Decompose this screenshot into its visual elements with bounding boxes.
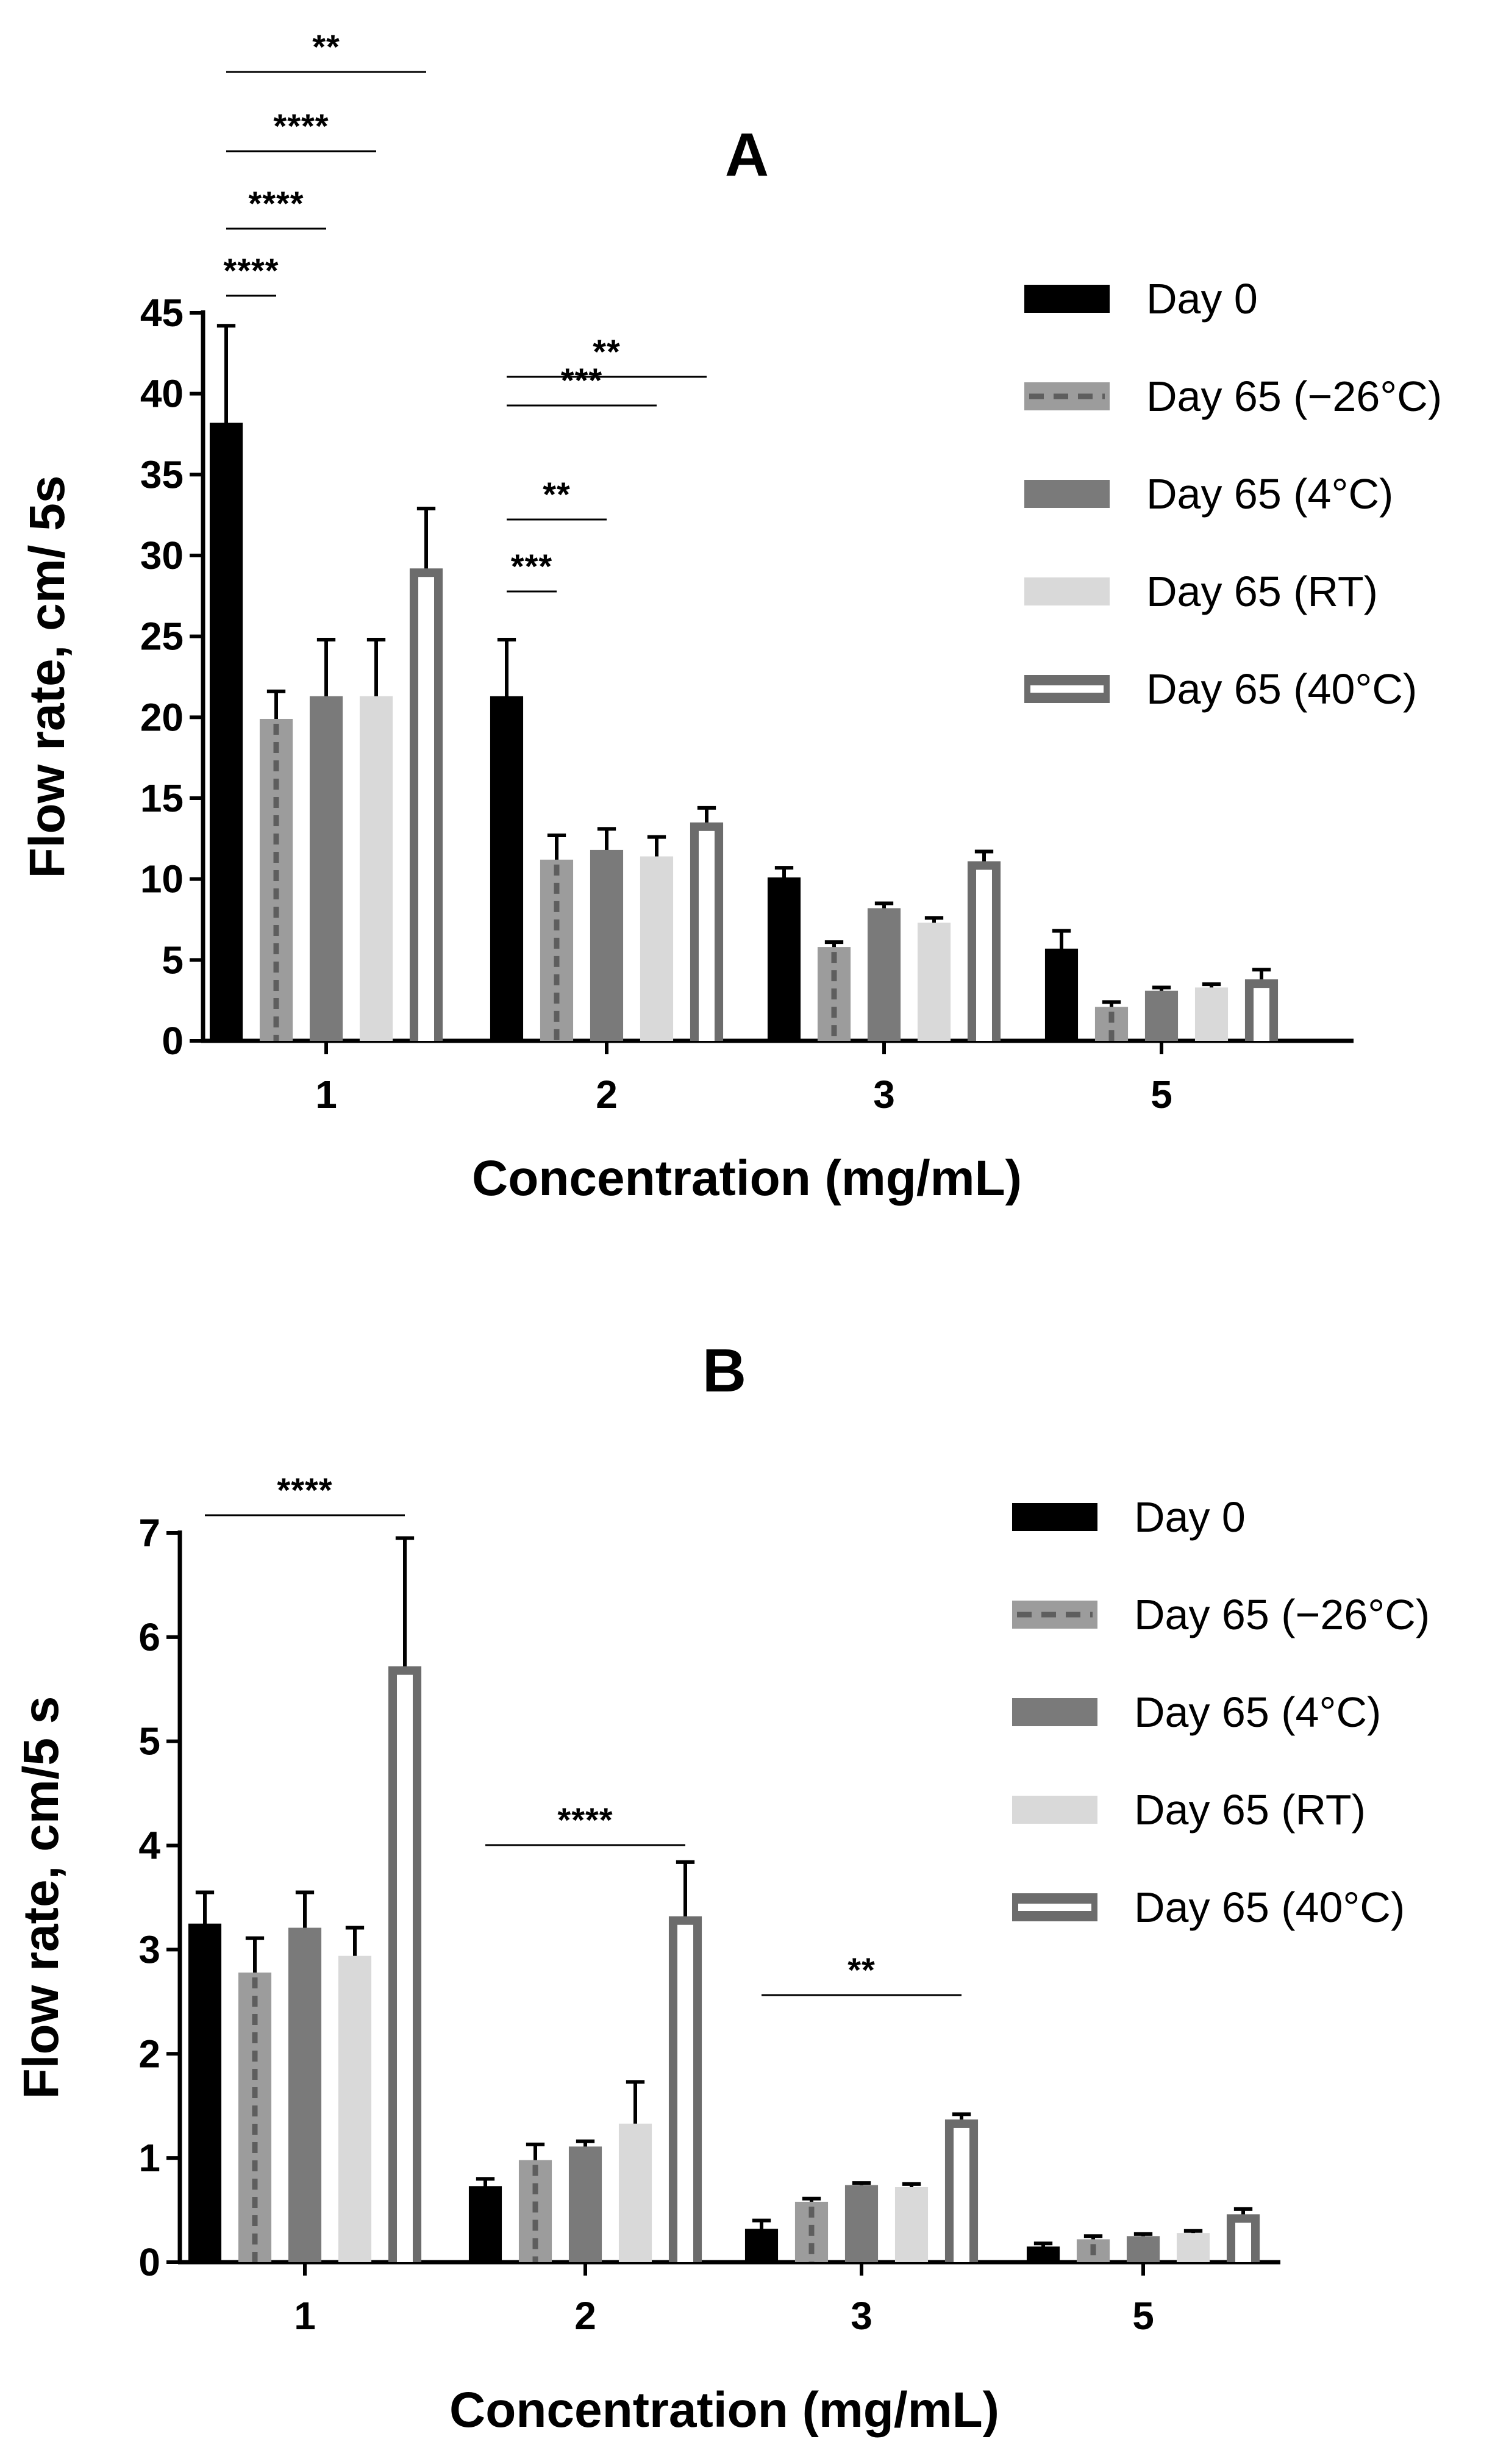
bar-c4	[288, 1927, 322, 2262]
significance-label: **	[593, 332, 621, 371]
y-tick-label: 5	[162, 938, 184, 982]
x-axis-label: Concentration (mg/mL)	[472, 1151, 1022, 1206]
legend-swatch-c40-inner	[1030, 685, 1104, 693]
bar-rt	[894, 2187, 929, 2262]
significance-label: ****	[223, 251, 279, 290]
bar-day0	[744, 2229, 779, 2262]
x-tick-label: 2	[574, 2294, 596, 2338]
y-tick-label: 10	[140, 857, 184, 901]
bar-day0	[1044, 948, 1079, 1041]
y-tick-label: 45	[140, 291, 184, 335]
bar-c40-inner	[397, 1674, 413, 2262]
significance-label: **	[312, 27, 340, 66]
x-tick-label: 1	[315, 1073, 337, 1116]
y-tick-label: 5	[138, 1719, 160, 1763]
legend-label: Day 65 (−26°C)	[1134, 1591, 1430, 1638]
legend-swatch-day0	[1012, 1503, 1097, 1531]
bar-c4	[568, 2146, 602, 2262]
bar-c40-inner	[1254, 988, 1269, 1041]
significance-label: ****	[273, 107, 329, 145]
chart-panel-b: B Flow rate, cm/5 s Concentration (mg/mL) 0…	[13, 1337, 1430, 2438]
legend-label: Day 0	[1146, 275, 1258, 323]
bar-rt	[1176, 2233, 1210, 2262]
y-axis-label: Flow rate, cm/ 5s	[20, 476, 75, 879]
bar-c40-inner	[976, 870, 992, 1041]
significance-label: ****	[248, 184, 304, 223]
x-axis-label: Concentration (mg/mL)	[449, 2382, 999, 2438]
bar-c4	[590, 849, 624, 1041]
legend-swatch-rt	[1012, 1796, 1097, 1824]
legend-label: Day 65 (4°C)	[1134, 1688, 1381, 1736]
y-tick-label: 30	[140, 534, 184, 577]
legend-label: Day 65 (RT)	[1146, 568, 1378, 615]
bar-c40-inner	[418, 577, 434, 1041]
bar-day0	[490, 696, 524, 1041]
legend-swatch-c4	[1012, 1698, 1097, 1726]
legend-label: Day 65 (40°C)	[1134, 1884, 1405, 1931]
bar-rt	[359, 696, 393, 1041]
significance-label: ***	[561, 361, 602, 399]
significance-label: ***	[511, 547, 552, 585]
legend-swatch-c40-inner	[1018, 1904, 1091, 1911]
x-tick-label: 3	[873, 1073, 895, 1116]
y-axis-label: Flow rate, cm/5 s	[13, 1696, 69, 2099]
bar-day0	[767, 877, 801, 1041]
y-tick-label: 40	[140, 372, 184, 416]
bar-c4	[867, 908, 901, 1041]
y-tick-label: 0	[138, 2240, 160, 2284]
x-tick-label: 5	[1132, 2294, 1154, 2338]
bar-day0	[188, 1923, 222, 2262]
x-tick-label: 2	[596, 1073, 618, 1116]
chart-title: A	[725, 121, 769, 189]
x-tick-label: 5	[1151, 1073, 1172, 1116]
bar-rt	[338, 1955, 372, 2262]
bar-rt	[618, 2123, 652, 2262]
y-tick-label: 1	[138, 2136, 160, 2180]
bar-rt	[917, 923, 951, 1041]
x-tick-label: 3	[851, 2294, 872, 2338]
y-tick-label: 3	[138, 1927, 160, 1971]
y-tick-label: 35	[140, 452, 184, 496]
legend-label: Day 65 (RT)	[1134, 1786, 1366, 1834]
significance-label: ****	[277, 1471, 332, 1509]
legend-label: Day 0	[1134, 1493, 1246, 1541]
y-tick-label: 7	[138, 1511, 160, 1555]
legend-swatch-day0	[1024, 285, 1110, 313]
legend-label: Day 65 (40°C)	[1146, 665, 1417, 713]
legend-label: Day 65 (4°C)	[1146, 470, 1393, 518]
bar-c4	[1126, 2236, 1160, 2262]
significance-label: **	[543, 475, 571, 513]
bar-day0	[468, 2186, 502, 2262]
bar-c40-inner	[1235, 2223, 1251, 2262]
y-tick-label: 2	[138, 2032, 160, 2076]
y-tick-label: 6	[138, 1615, 160, 1659]
significance-label: **	[847, 1951, 876, 1989]
legend-swatch-c4	[1024, 480, 1110, 508]
bar-c40-inner	[699, 830, 715, 1041]
y-tick-label: 4	[138, 1824, 160, 1868]
significance-label: ****	[557, 1801, 613, 1839]
chart-title: B	[702, 1337, 746, 1405]
chart-panel-a: A Flow rate, cm/ 5s Concentration (mg/mL) 0…	[20, 27, 1442, 1206]
bar-day0	[209, 423, 243, 1041]
legend-swatch-rt	[1024, 577, 1110, 605]
bar-c40-inner	[677, 1924, 693, 2262]
bar-c4	[1144, 990, 1179, 1041]
legend-label: Day 65 (−26°C)	[1146, 373, 1442, 420]
bar-c4	[844, 2185, 879, 2262]
y-tick-label: 0	[162, 1019, 184, 1063]
y-tick-label: 20	[140, 695, 184, 739]
y-tick-label: 25	[140, 615, 184, 659]
bar-rt	[1194, 987, 1229, 1041]
bar-rt	[640, 856, 674, 1041]
y-tick-label: 15	[140, 776, 184, 820]
x-tick-label: 1	[294, 2294, 316, 2338]
bar-day0	[1026, 2246, 1060, 2262]
bar-c40-inner	[954, 2127, 969, 2262]
bar-c4	[309, 696, 343, 1041]
